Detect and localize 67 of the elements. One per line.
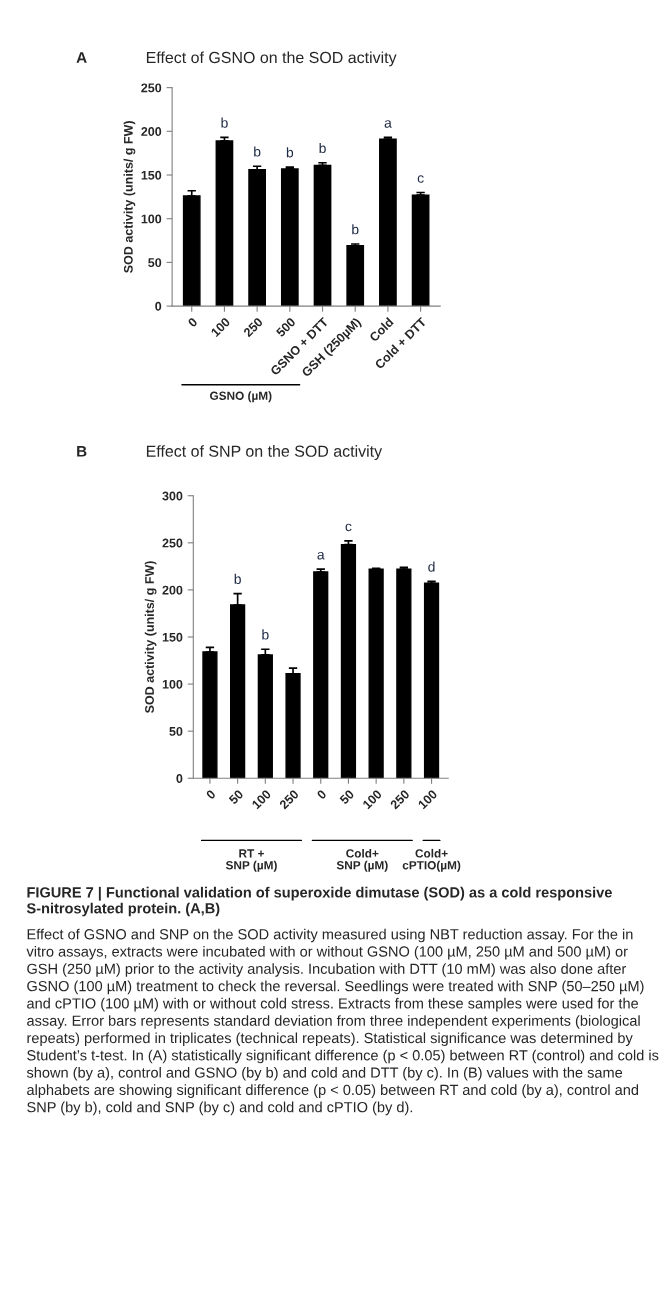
y-tick-label: 50 (169, 726, 183, 736)
data-label: a (317, 551, 325, 560)
x-tick-label: 100 (417, 789, 438, 810)
data-label: b (234, 573, 241, 584)
y-tick-label: 250 (162, 538, 183, 548)
bar (248, 169, 266, 307)
data-label: b (254, 146, 261, 157)
data-label: b (262, 629, 269, 640)
text: RT + SNP (µM) (225, 849, 277, 872)
bar (423, 582, 440, 779)
chart-title: Effect of GSNO on the SOD activity (146, 51, 397, 67)
bar (313, 571, 329, 779)
bar (257, 654, 273, 779)
y-tick-label: 100 (141, 214, 162, 224)
chart-title: Effect of SNP on the SOD activity (146, 445, 383, 461)
data-label: b (352, 224, 359, 235)
x-tick-label: 50 (339, 789, 355, 805)
bar (280, 168, 299, 307)
bar (230, 604, 246, 779)
data-label: c (417, 175, 424, 183)
text: A (76, 52, 87, 63)
bar (215, 140, 234, 307)
y-tick-label: 0 (155, 301, 162, 311)
bar (340, 544, 357, 779)
bar (396, 568, 412, 779)
y-tick-label: 300 (162, 491, 183, 501)
y-axis-title: SOD activity (units/ g FW) (144, 561, 157, 714)
text: Cold+ cPTIO(µM) (402, 848, 461, 872)
x-tick-label: 250 (242, 317, 264, 338)
y-tick-label: 150 (141, 170, 162, 180)
data-label: d (428, 561, 435, 572)
data-label: b (221, 117, 228, 128)
y-tick-label: 150 (162, 632, 183, 642)
bar (368, 568, 384, 779)
text: Cold+ SNP (µM) (336, 848, 388, 872)
data-label: a (384, 120, 392, 128)
x-tick-label: 0 (205, 789, 217, 800)
text: B (77, 446, 87, 457)
x-tick-label: 250 (278, 789, 300, 810)
data-label: b (319, 142, 326, 154)
bar (379, 138, 397, 307)
data-label: b (286, 147, 294, 158)
y-tick-label: 200 (162, 585, 183, 595)
x-tick-label: 0 (187, 317, 198, 328)
data-label: c (345, 523, 352, 532)
y-tick-label: 0 (176, 774, 183, 783)
bar (411, 194, 430, 307)
y-tick-label: 200 (141, 127, 162, 136)
x-tick-label: 50 (228, 789, 244, 805)
bar (313, 164, 332, 307)
caption: FIGURE 7 | Functional validation of superoxide dimutase (SOD) as a cold responsive S-nitrosylated protein. (A,B) (26, 886, 612, 917)
text: GSNO (µM) (210, 391, 272, 403)
x-tick-label: 500 (275, 317, 296, 338)
x-tick-label: 250 (389, 789, 410, 810)
text: Effect of GSNO and SNP on the SOD activity measured using NBT reduction assay. For the in vitro assays, extracts were incubated with or without GSNO (100 µM, 250 µM and 500 µM) or GSH (250 µM) prior to the activity analysis. Incubation with DTT (10 mM) was also done after GSNO (100 µM) treatment to check the reversal. Seedlings were treated with SNP (50–250 µM) and cPTIO (100 µM) with or without cold stress. Extracts from these samples were used for the assay. Error bars represents standard deviation from three independent experiments (biological repeats) performed in triplicates (technical repeats). Statistical significance was determined by Student’s t-test. In (A) statistically significant difference (p < 0.05) between RT (control) and cold is shown (by a), control and GSNO (by b) and cold and DTT (by c). In (B) values with the same alphabets are showing significant difference (p < 0.05) between RT and cold (by a), control and SNP (by b), cold and SNP (by c) and cold and cPTIO (by d). (26, 928, 659, 1116)
bar (182, 195, 201, 307)
y-tick-label: 100 (162, 679, 183, 689)
bar (202, 651, 218, 779)
x-tick-label: 100 (210, 317, 231, 338)
bar (346, 245, 365, 307)
y-tick-label: 250 (141, 83, 162, 93)
x-tick-label: 0 (316, 789, 327, 800)
y-tick-label: 50 (148, 258, 162, 268)
bar (285, 673, 301, 779)
y-axis-title: SOD activity (units/ g FW) (123, 121, 136, 273)
x-tick-label: 100 (362, 789, 383, 810)
x-tick-label: 100 (251, 789, 272, 810)
